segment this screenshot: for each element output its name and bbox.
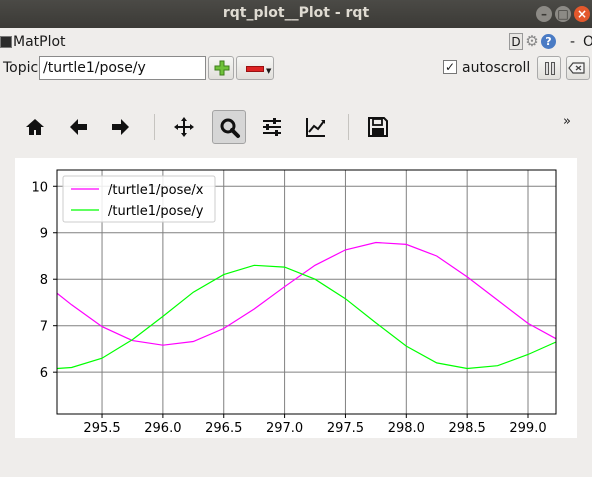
edit-axis-button[interactable]: [299, 110, 333, 144]
plot-toolbar: »: [0, 106, 592, 148]
remove-topic-button[interactable]: ▼: [236, 56, 274, 80]
toolbar-separator: [348, 114, 349, 140]
y-tick-label: 6: [40, 366, 48, 381]
pan-icon: [174, 117, 194, 137]
pan-button[interactable]: [167, 110, 201, 144]
toolbar-separator: [154, 114, 155, 140]
zoom-icon: [220, 118, 240, 138]
y-tick-label: 9: [40, 227, 48, 242]
x-tick-label: 298.0: [388, 421, 425, 436]
legend-label-1: /turtle1/pose/x: [108, 183, 204, 198]
pause-icon-bar: [551, 62, 555, 75]
x-tick-label: 296.5: [205, 421, 242, 436]
plus-icon: [214, 60, 230, 76]
toolbar-overflow-button[interactable]: »: [563, 114, 571, 129]
matplot-icon: [0, 36, 12, 48]
save-icon: [368, 117, 388, 137]
topic-row: Topic ▼ ✓ autoscroll: [0, 55, 592, 81]
add-topic-button[interactable]: [208, 56, 234, 80]
chevron-down-icon: ▼: [266, 67, 272, 75]
maximize-icon[interactable]: □: [555, 6, 571, 22]
back-icon: [70, 119, 87, 135]
y-tick-label: 7: [40, 320, 48, 335]
y-tick-label: 10: [31, 180, 48, 195]
window-title: rqt_plot__Plot - rqt: [222, 5, 370, 21]
forward-icon: [112, 119, 129, 135]
plot-figure[interactable]: 295.5 296.0 296.5 297.0 297.5 298.0 298.5 299.0…: [15, 158, 577, 438]
series-line-1: [57, 241, 556, 346]
back-button[interactable]: [61, 110, 95, 144]
zoom-button[interactable]: [212, 110, 246, 144]
x-tick-label: 298.5: [449, 421, 486, 436]
plugin-title: MatPlot: [13, 34, 66, 50]
edit-axis-icon: [306, 118, 325, 137]
minimize-icon[interactable]: –: [536, 6, 552, 22]
save-button[interactable]: [361, 110, 395, 144]
plugin-header: MatPlot D ⚙ ? - O: [0, 33, 592, 53]
x-tick-label: 295.5: [83, 421, 120, 436]
pause-icon: [545, 62, 549, 75]
autoscroll-checkbox[interactable]: ✓: [443, 60, 457, 74]
pause-button[interactable]: [537, 56, 561, 80]
x-tick-label: 297.5: [327, 421, 364, 436]
help-icon[interactable]: ?: [541, 34, 556, 49]
legend-label-2: /turtle1/pose/y: [108, 204, 204, 219]
y-tick-label: 8: [40, 273, 48, 288]
close-icon[interactable]: ×: [574, 6, 590, 22]
series-line-2: [57, 264, 556, 370]
legend-box: [62, 175, 216, 223]
home-icon: [26, 119, 44, 135]
autoscroll-label: autoscroll: [462, 60, 531, 76]
topic-input[interactable]: [39, 56, 206, 80]
minimize-plugin-button[interactable]: -: [570, 34, 576, 50]
plot-canvas[interactable]: 295.5 296.0 296.5 297.0 297.5 298.0 298.5 299.0…: [15, 158, 577, 438]
subplots-button[interactable]: [255, 110, 289, 144]
home-button[interactable]: [18, 110, 52, 144]
subplots-icon: [263, 118, 281, 136]
window-titlebar: rqt_plot__Plot - rqt – □ ×: [0, 0, 592, 28]
dock-button[interactable]: D: [509, 33, 523, 50]
minus-icon: [246, 66, 264, 72]
close-plugin-button[interactable]: O: [583, 34, 592, 50]
x-tick-label: 297.0: [266, 421, 303, 436]
forward-button[interactable]: [104, 110, 138, 144]
topic-label: Topic: [3, 60, 39, 76]
clear-icon: [568, 62, 585, 74]
x-tick-label: 296.0: [144, 421, 181, 436]
clear-button[interactable]: [566, 56, 590, 80]
gear-icon[interactable]: ⚙: [525, 32, 539, 50]
axes-frame: [56, 169, 557, 415]
x-tick-label: 299.0: [509, 421, 546, 436]
